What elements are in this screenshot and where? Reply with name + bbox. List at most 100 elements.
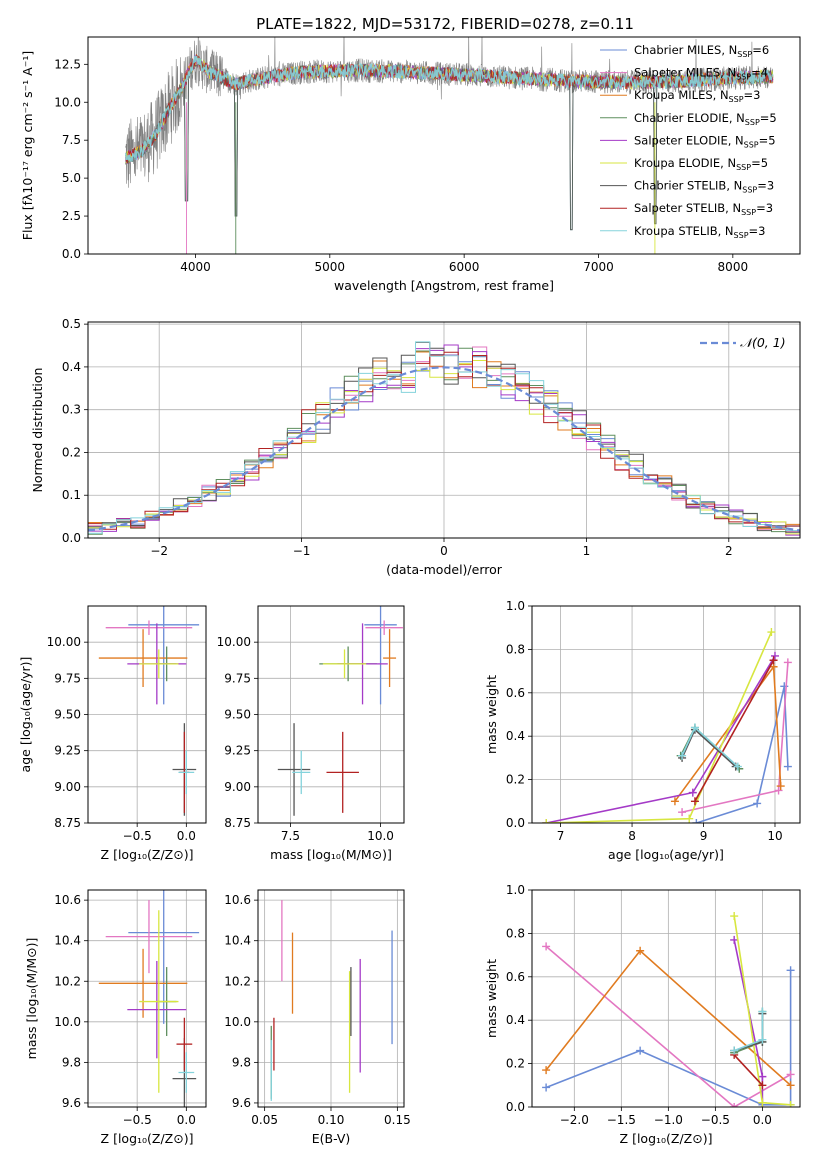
y-tick-label: 10.6 [54,893,81,907]
age-vs-mass-panel: 7.5 10.0 8.75 9.00 9.25 9.50 9.75 10.00 mass [lo… [217,605,405,862]
legend-entry-count: =4 [751,66,768,80]
legend-entry: 𝒩(0, 1) [740,335,786,350]
y-axis-label: mass [log₁₀(M/M⊙)] [24,938,39,1060]
x-tick-label: 2 [725,544,733,558]
x-tick-label: 8 [628,829,636,843]
mass-weight-point [678,751,687,760]
y-tick-label: 0.0 [506,1100,525,1114]
x-tick-label: 8000 [718,260,749,274]
y-tick-label: 9.50 [224,708,251,722]
legend-entry-label: Kroupa ELODIE, N [634,156,736,170]
mass-weight-point [783,658,792,667]
y-tick-label: 9.6 [62,1096,81,1110]
x-tick-label: 1 [583,544,591,558]
y-tick-label: 9.75 [224,671,251,685]
y-tick-label: 0.8 [506,642,525,656]
legend-entry-subscript: SSP [734,231,749,240]
mass_vs_ebv-grid [258,890,404,1107]
y-tick-label: 0.2 [506,773,525,787]
legend-entry: Salpeter MILES, NSSP=4 [634,66,768,82]
mass-weight-point [783,762,792,771]
x-tick-label: 10.0 [367,829,394,843]
mw_vs_Z-grid [532,889,800,1108]
y-tick-label: 10.0 [54,95,81,109]
x-tick-label: 0.0 [177,829,196,843]
legend-entry-subscript: SSP [745,118,760,127]
age_vs_Z-plot-area [98,606,200,816]
legend-entry: Kroupa MILES, NSSP=3 [634,88,760,104]
y-tick-label: 9.00 [54,780,81,794]
x-tick-label: −1 [293,544,311,558]
legend-entry-subscript: SSP [736,73,751,82]
mass-weight-point [690,723,699,732]
y-tick-label: 10.4 [54,934,81,948]
x-tick-label: 0 [440,544,448,558]
figure-title: PLATE=1822, MJD=53172, FIBERID=0278, z=0… [256,15,634,33]
legend-entry-label: Kroupa STELIB, N [634,224,734,238]
legend-entry-subscript: SSP [736,163,751,172]
mass_vs_Z-grid [88,890,206,1107]
legend-entry: Chabrier ELODIE, NSSP=5 [634,111,777,127]
legend-entry-count: =3 [744,88,761,102]
age_vs_Z-frame [87,605,207,824]
x-tick-label: −0.5 [123,829,152,843]
x-tick-label: 0.0 [177,1113,196,1127]
mass-vs-metallicity-panel: −0.5 0.0 9.6 9.8 10.0 10.2 10.4 10.6 Z [log₁₀(Z/… [24,889,207,1146]
y-tick-label: 2.5 [62,209,81,223]
x-axis-label: mass [log₁₀(M/M⊙)] [270,847,392,862]
age_vs_mass-grid [258,606,404,824]
mass-weight-point [733,762,742,771]
y-tick-label: 10.6 [224,893,251,907]
legend-entry-subscript: SSP [729,95,744,104]
mass-weight-point [690,797,699,806]
mass-weight-point [542,942,551,951]
y-tick-label: 0.4 [506,1013,525,1027]
x-tick-label: 9 [700,829,708,843]
residual-histogram-step [88,341,800,534]
residuals-plot-area [88,341,800,536]
y-tick-label: 10.4 [224,934,251,948]
x-tick-label: 0.15 [384,1113,411,1127]
mass-weight-line [546,631,773,823]
y-tick-label: 0.5 [62,317,81,331]
legend-entry-count: =6 [752,43,769,57]
y-tick-label: 9.8 [62,1055,81,1069]
legend-entry-label: Chabrier ELODIE, N [634,111,745,125]
y-tick-label: 9.8 [232,1055,251,1069]
y-tick-label: 0.1 [62,488,81,502]
x-tick-label: 0.10 [318,1113,345,1127]
y-tick-label: 0.0 [62,247,81,261]
y-axis-label: Normed distribution [30,368,45,493]
mass-weight-point [730,1103,739,1107]
mass-weight-point [692,819,701,823]
residual-histogram-panel: −2 −1 0 1 2 0.0 0.1 0.2 0.3 0.4 0.5 (data-model)/er… [30,317,801,577]
legend-entry-label: Chabrier STELIB, N [634,179,742,193]
y-tick-label: 9.50 [54,708,81,722]
mw_vs_Z-frame [531,889,801,1108]
y-tick-label: 0.0 [62,531,81,545]
legend-entry-count: =3 [749,224,766,238]
mass-weight-vs-metallicity-panel: −2.0 −1.5 −1.0 −0.5 0.0 0.0 0.2 0.4 0.6 0.8 1.0 Z [… [484,883,801,1146]
x-tick-label: 7.5 [281,829,300,843]
y-axis-label: mass weight [484,675,499,754]
y-axis-label: Flux [fλ10⁻¹⁷ erg cm⁻² s⁻¹ A⁻¹] [20,51,35,240]
mass-weight-line [696,686,789,823]
mass-weight-point [786,966,795,975]
x-tick-label: −2 [150,544,168,558]
legend-entry-count: =3 [756,201,773,215]
mass-weight-point [730,1046,739,1055]
y-tick-label: 0.6 [506,970,525,984]
mass-weight-point [542,1066,551,1075]
y-tick-label: 9.6 [232,1096,251,1110]
mass-weight-point [767,628,776,637]
y-tick-label: 9.25 [224,744,251,758]
x-axis-label: (data-model)/error [386,562,503,577]
y-tick-label: 0.0 [506,816,525,830]
mass-weight-line [733,1011,764,1052]
mass-weight-point [770,651,779,660]
mass-weight-line [733,1054,763,1086]
mass-weight-line [545,945,791,1107]
x-tick-label: −1.0 [654,1113,683,1127]
y-tick-label: 1.0 [506,883,525,897]
